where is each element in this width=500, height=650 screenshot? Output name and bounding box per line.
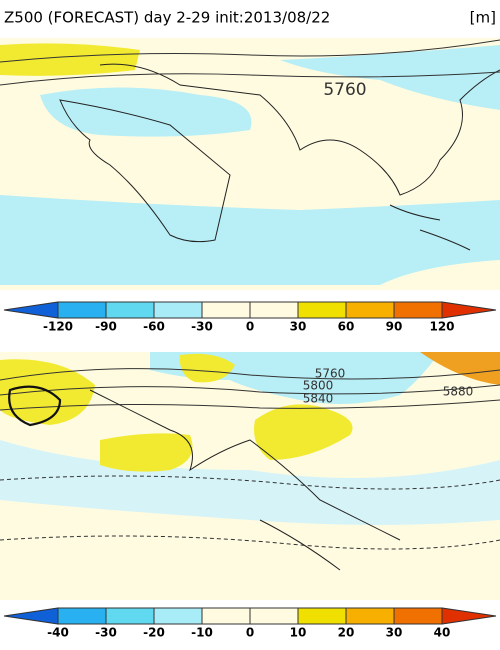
colorbar-end — [441, 301, 497, 319]
colorbar-tick-label: -40 — [47, 626, 69, 640]
colorbars: -120 -90 -60 -30 0 30 60 90 120 -40 -30 -20 -10 0 10 20… — [3, 301, 497, 640]
colorbar-end — [441, 607, 497, 625]
colorbar-segment — [201, 607, 251, 625]
colorbar-segment — [57, 301, 107, 319]
colorbar-tick-label: 20 — [338, 626, 355, 640]
colorbar-segment — [249, 607, 299, 625]
colorbar-tick-label: -10 — [191, 626, 213, 640]
colorbar-tick-label: -90 — [95, 320, 117, 334]
colorbar-tick-label: -20 — [143, 626, 165, 640]
colorbar-tick-label: -30 — [95, 626, 117, 640]
colorbar-segment — [153, 301, 203, 319]
colorbar-segment — [393, 607, 443, 625]
colorbar-end — [3, 301, 59, 319]
map-panel-1 — [0, 38, 500, 290]
colorbar-segment — [345, 607, 395, 625]
colorbar-tick-label: 90 — [386, 320, 403, 334]
contour-label: 5760 — [323, 80, 366, 100]
colorbar-tick-label: 120 — [429, 320, 454, 334]
colorbar-tick-label: 30 — [386, 626, 403, 640]
contour-label: 5880 — [443, 385, 474, 399]
unit: [m] — [470, 9, 496, 27]
colorbar-segment — [297, 607, 347, 625]
colorbar-end — [3, 607, 59, 625]
map-panel-2 — [0, 352, 500, 600]
colorbar-tick-label: 40 — [434, 626, 451, 640]
title: Z500 (FORECAST) day 2-29 init:2013/08/22 — [4, 9, 330, 27]
colorbar-tick-label: -120 — [43, 320, 73, 334]
colorbar-tick-label: 10 — [290, 626, 307, 640]
colorbar-segment — [57, 607, 107, 625]
colorbar-tick-label: 0 — [246, 320, 254, 334]
contour-label: 5760 — [315, 367, 346, 381]
colorbar-segment — [249, 301, 299, 319]
colorbar-tick-label: -30 — [191, 320, 213, 334]
colorbar-segment — [201, 301, 251, 319]
colorbar-segment — [153, 607, 203, 625]
colorbar-tick-label: -60 — [143, 320, 165, 334]
contour-label: 5800 — [303, 379, 334, 393]
colorbar-segment — [297, 301, 347, 319]
colorbar-segment — [393, 301, 443, 319]
colorbar-tick-label: 60 — [338, 320, 355, 334]
colorbar-segment — [105, 301, 155, 319]
colorbar-segment — [105, 607, 155, 625]
colorbar-tick-label: 30 — [290, 320, 307, 334]
contour-label: 5840 — [303, 392, 334, 406]
colorbar-tick-label: 0 — [246, 626, 254, 640]
colorbar-segment — [345, 301, 395, 319]
